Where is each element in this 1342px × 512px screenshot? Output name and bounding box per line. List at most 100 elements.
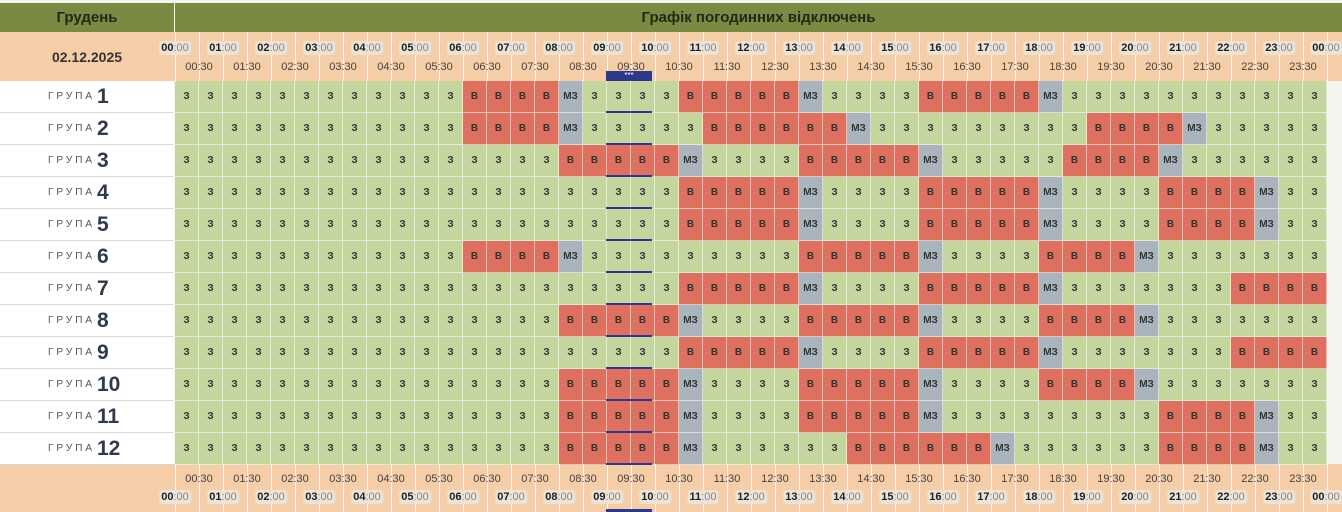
- schedule-cell[interactable]: В: [991, 177, 1015, 209]
- schedule-cell[interactable]: МЗ: [1255, 177, 1279, 209]
- schedule-cell[interactable]: В: [1087, 369, 1111, 401]
- schedule-cell[interactable]: В: [991, 337, 1015, 369]
- schedule-cell[interactable]: З: [1303, 305, 1327, 337]
- schedule-cell[interactable]: З: [1303, 433, 1327, 465]
- schedule-cell[interactable]: З: [391, 145, 415, 177]
- schedule-cell[interactable]: З: [1231, 241, 1255, 273]
- schedule-cell[interactable]: З: [751, 401, 775, 433]
- schedule-cell[interactable]: З: [847, 337, 871, 369]
- schedule-cell[interactable]: З: [1135, 273, 1159, 305]
- schedule-cell[interactable]: З: [1303, 177, 1327, 209]
- schedule-cell[interactable]: З: [1255, 81, 1279, 113]
- schedule-cell[interactable]: В: [919, 81, 943, 113]
- schedule-cell[interactable]: З: [223, 305, 247, 337]
- schedule-cell[interactable]: З: [319, 145, 343, 177]
- schedule-cell[interactable]: З: [631, 241, 655, 273]
- schedule-cell[interactable]: З: [271, 209, 295, 241]
- schedule-cell[interactable]: В: [1231, 177, 1255, 209]
- schedule-cell[interactable]: З: [1183, 241, 1207, 273]
- schedule-cell[interactable]: З: [991, 145, 1015, 177]
- schedule-cell[interactable]: З: [223, 145, 247, 177]
- schedule-cell[interactable]: З: [703, 145, 727, 177]
- schedule-cell[interactable]: З: [1279, 241, 1303, 273]
- schedule-cell[interactable]: В: [967, 433, 991, 465]
- schedule-cell[interactable]: МЗ: [919, 241, 943, 273]
- schedule-cell[interactable]: З: [679, 113, 703, 145]
- schedule-cell[interactable]: В: [535, 113, 559, 145]
- schedule-cell[interactable]: В: [751, 273, 775, 305]
- schedule-cell[interactable]: В: [1063, 369, 1087, 401]
- schedule-cell[interactable]: В: [1159, 209, 1183, 241]
- schedule-cell[interactable]: В: [655, 433, 679, 465]
- schedule-cell[interactable]: З: [583, 241, 607, 273]
- schedule-cell[interactable]: З: [727, 305, 751, 337]
- schedule-cell[interactable]: З: [391, 369, 415, 401]
- schedule-cell[interactable]: З: [247, 273, 271, 305]
- schedule-cell[interactable]: В: [847, 241, 871, 273]
- schedule-cell[interactable]: З: [1063, 433, 1087, 465]
- schedule-cell[interactable]: В: [703, 273, 727, 305]
- schedule-cell[interactable]: З: [847, 209, 871, 241]
- schedule-cell[interactable]: З: [391, 401, 415, 433]
- schedule-cell[interactable]: В: [1183, 209, 1207, 241]
- schedule-cell[interactable]: З: [247, 145, 271, 177]
- schedule-cell[interactable]: В: [847, 145, 871, 177]
- schedule-cell[interactable]: З: [463, 145, 487, 177]
- schedule-cell[interactable]: З: [247, 113, 271, 145]
- schedule-cell[interactable]: З: [943, 113, 967, 145]
- schedule-cell[interactable]: З: [1063, 177, 1087, 209]
- schedule-cell[interactable]: В: [1159, 401, 1183, 433]
- schedule-cell[interactable]: З: [943, 305, 967, 337]
- schedule-cell[interactable]: З: [487, 337, 511, 369]
- schedule-cell[interactable]: З: [1159, 305, 1183, 337]
- schedule-cell[interactable]: З: [559, 177, 583, 209]
- schedule-cell[interactable]: З: [535, 273, 559, 305]
- schedule-cell[interactable]: В: [1135, 145, 1159, 177]
- schedule-cell[interactable]: В: [511, 241, 535, 273]
- schedule-cell[interactable]: В: [559, 401, 583, 433]
- schedule-cell[interactable]: З: [1231, 145, 1255, 177]
- schedule-cell[interactable]: З: [343, 145, 367, 177]
- schedule-cell[interactable]: З: [607, 113, 631, 145]
- schedule-cell[interactable]: З: [223, 273, 247, 305]
- schedule-cell[interactable]: З: [607, 241, 631, 273]
- schedule-cell[interactable]: З: [223, 401, 247, 433]
- schedule-cell[interactable]: З: [415, 209, 439, 241]
- schedule-cell[interactable]: З: [295, 433, 319, 465]
- schedule-cell[interactable]: З: [583, 337, 607, 369]
- schedule-cell[interactable]: З: [319, 81, 343, 113]
- schedule-cell[interactable]: З: [415, 305, 439, 337]
- schedule-cell[interactable]: З: [391, 433, 415, 465]
- schedule-cell[interactable]: З: [1063, 209, 1087, 241]
- schedule-cell[interactable]: З: [415, 273, 439, 305]
- schedule-cell[interactable]: З: [367, 113, 391, 145]
- schedule-cell[interactable]: З: [247, 305, 271, 337]
- schedule-cell[interactable]: З: [271, 273, 295, 305]
- schedule-cell[interactable]: В: [559, 369, 583, 401]
- schedule-cell[interactable]: З: [535, 209, 559, 241]
- schedule-cell[interactable]: З: [1255, 241, 1279, 273]
- schedule-cell[interactable]: З: [343, 113, 367, 145]
- schedule-cell[interactable]: В: [511, 113, 535, 145]
- schedule-cell[interactable]: З: [271, 305, 295, 337]
- schedule-cell[interactable]: З: [175, 273, 199, 305]
- schedule-cell[interactable]: В: [1063, 241, 1087, 273]
- schedule-cell[interactable]: З: [991, 305, 1015, 337]
- schedule-cell[interactable]: МЗ: [799, 337, 823, 369]
- schedule-cell[interactable]: З: [775, 145, 799, 177]
- schedule-cell[interactable]: З: [511, 305, 535, 337]
- schedule-cell[interactable]: В: [871, 433, 895, 465]
- schedule-cell[interactable]: МЗ: [559, 113, 583, 145]
- schedule-cell[interactable]: З: [871, 113, 895, 145]
- schedule-cell[interactable]: З: [439, 401, 463, 433]
- schedule-cell[interactable]: З: [1279, 81, 1303, 113]
- schedule-cell[interactable]: МЗ: [799, 209, 823, 241]
- schedule-cell[interactable]: З: [391, 337, 415, 369]
- schedule-cell[interactable]: З: [607, 177, 631, 209]
- schedule-cell[interactable]: В: [823, 401, 847, 433]
- schedule-cell[interactable]: З: [1015, 401, 1039, 433]
- schedule-cell[interactable]: В: [823, 113, 847, 145]
- schedule-cell[interactable]: З: [1039, 401, 1063, 433]
- schedule-cell[interactable]: В: [775, 273, 799, 305]
- schedule-cell[interactable]: В: [919, 433, 943, 465]
